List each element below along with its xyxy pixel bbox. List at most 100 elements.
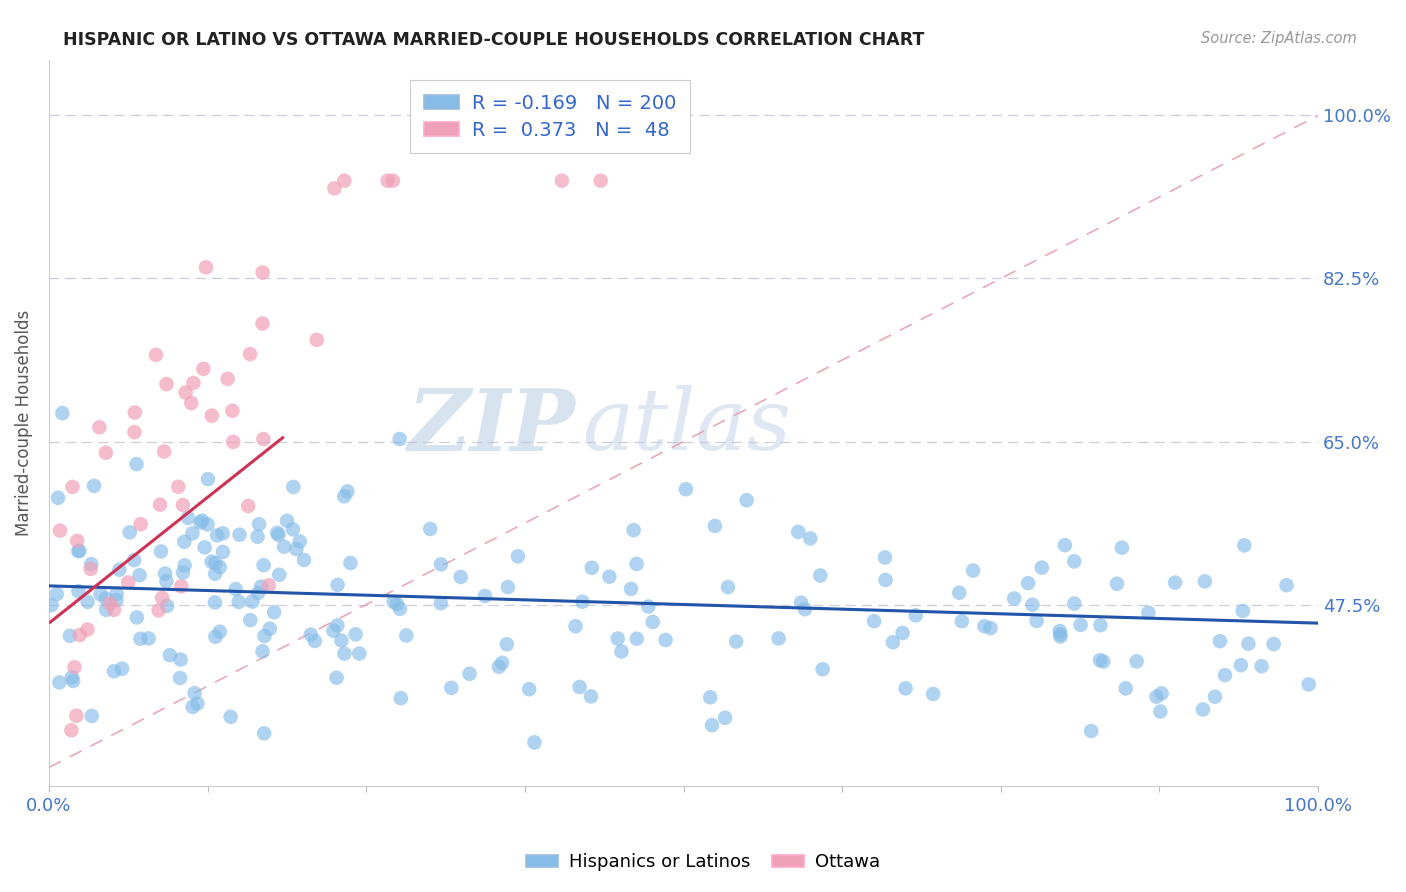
Point: [699, 690, 721, 705]
Text: ZIP: ZIP: [408, 384, 575, 468]
Point: [382, 595, 405, 609]
Point: [211, 526, 233, 541]
Point: [122, 553, 145, 567]
Point: [654, 632, 676, 647]
Point: [94, 446, 117, 460]
Point: [247, 586, 270, 600]
Point: [228, 527, 250, 541]
Point: [149, 544, 172, 558]
Point: [149, 498, 172, 512]
Point: [349, 647, 371, 661]
Point: [440, 681, 463, 695]
Point: [1049, 624, 1071, 638]
Point: [193, 362, 215, 376]
Point: [66, 533, 89, 548]
Point: [325, 671, 347, 685]
Point: [1298, 677, 1320, 691]
Point: [1002, 591, 1025, 606]
Point: [1137, 606, 1160, 620]
Point: [637, 599, 659, 614]
Point: [208, 624, 231, 639]
Point: [276, 514, 298, 528]
Point: [186, 697, 208, 711]
Point: [430, 558, 453, 572]
Point: [208, 560, 231, 574]
Point: [808, 568, 831, 582]
Point: [76, 623, 98, 637]
Point: [173, 558, 195, 573]
Point: [212, 545, 235, 559]
Point: [623, 523, 645, 537]
Point: [169, 671, 191, 685]
Point: [714, 711, 737, 725]
Point: [1192, 702, 1215, 716]
Point: [1049, 630, 1071, 644]
Point: [1115, 681, 1137, 696]
Point: [273, 540, 295, 554]
Point: [174, 385, 197, 400]
Point: [51, 406, 73, 420]
Point: [790, 596, 813, 610]
Point: [145, 348, 167, 362]
Point: [49, 524, 72, 538]
Point: [169, 652, 191, 666]
Point: [305, 333, 328, 347]
Point: [118, 525, 141, 540]
Point: [891, 626, 914, 640]
Point: [283, 480, 305, 494]
Point: [125, 610, 148, 624]
Point: [267, 528, 290, 542]
Point: [269, 567, 291, 582]
Point: [59, 629, 82, 643]
Point: [488, 660, 510, 674]
Point: [259, 622, 281, 636]
Text: Source: ZipAtlas.com: Source: ZipAtlas.com: [1201, 31, 1357, 46]
Point: [703, 519, 725, 533]
Point: [1090, 618, 1112, 632]
Point: [799, 532, 821, 546]
Point: [589, 174, 612, 188]
Point: [239, 347, 262, 361]
Point: [344, 627, 367, 641]
Point: [1233, 538, 1256, 552]
Point: [450, 570, 472, 584]
Point: [388, 602, 411, 616]
Point: [80, 709, 103, 723]
Point: [80, 562, 103, 576]
Point: [240, 594, 263, 608]
Point: [1105, 576, 1128, 591]
Point: [323, 181, 346, 195]
Point: [125, 457, 148, 471]
Point: [89, 420, 111, 434]
Point: [1111, 541, 1133, 555]
Point: [495, 637, 517, 651]
Point: [377, 174, 399, 188]
Point: [474, 589, 496, 603]
Point: [177, 511, 200, 525]
Point: [950, 614, 973, 628]
Point: [735, 493, 758, 508]
Point: [62, 673, 84, 688]
Point: [725, 634, 748, 648]
Point: [225, 582, 247, 596]
Point: [330, 633, 353, 648]
Point: [105, 587, 128, 601]
Point: [285, 541, 308, 556]
Point: [190, 516, 212, 530]
Point: [103, 603, 125, 617]
Point: [700, 718, 723, 732]
Point: [333, 647, 356, 661]
Point: [904, 608, 927, 623]
Point: [173, 534, 195, 549]
Point: [252, 644, 274, 658]
Legend: R = -0.169   N = 200, R =  0.373   N =  48: R = -0.169 N = 200, R = 0.373 N = 48: [411, 80, 690, 153]
Point: [875, 573, 897, 587]
Point: [564, 619, 586, 633]
Point: [962, 564, 984, 578]
Point: [388, 432, 411, 446]
Point: [873, 550, 896, 565]
Point: [129, 517, 152, 532]
Point: [506, 549, 529, 564]
Point: [204, 556, 226, 570]
Point: [155, 574, 177, 589]
